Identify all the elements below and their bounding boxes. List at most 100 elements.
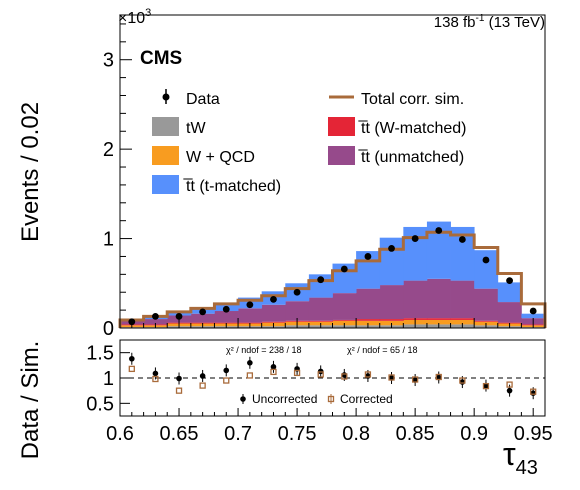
x-tick-label-4: 0.8 (342, 423, 370, 445)
chi2-uncorrected: χ² / ndof = 238 / 18 (226, 345, 302, 355)
ratio-y-ticks: 0.5 1 1.5 (86, 343, 130, 415)
ratio-corrected-point-3 (199, 382, 206, 389)
data-point-8 (317, 276, 325, 284)
bar-tt-unmatched-6 (261, 304, 286, 322)
legend-w-qcd: W + QCD (152, 146, 255, 166)
x-tick-label-1: 0.65 (160, 423, 199, 445)
x-tick-label-7: 0.95 (514, 423, 553, 445)
data-point-14 (458, 236, 466, 243)
main-ytick-label-3: 3 (103, 50, 114, 72)
x-tick-label-0: 0.6 (106, 423, 134, 445)
bar-tt-t-matched-17 (521, 313, 546, 319)
ratio-panel: 0.5 1 1.5 0.6 0.65 0.7 0.75 0.8 0.85 0.9 0.95 χ² … (17, 339, 553, 479)
ratio-corrected-point-12 (411, 376, 419, 383)
svg-text:Uncorrected: Uncorrected (252, 392, 317, 406)
bar-tt-t-matched-15 (474, 250, 499, 289)
svg-text:Corrected: Corrected (340, 392, 393, 406)
svg-text:t̅t (t-matched): t̅t (t-matched) (183, 178, 281, 195)
ratio-corrected-point-10 (364, 371, 372, 378)
ratio-ytick-label-1: 1 (103, 368, 114, 390)
ratio-corrected-point-17 (530, 388, 537, 395)
bar-tt-w-matched-13 (426, 318, 451, 320)
svg-text:Data: Data (186, 91, 220, 108)
exponent-label: ×103 (118, 7, 151, 27)
bar-tt-w-matched-11 (379, 319, 404, 321)
main-y-ticks: 0 1 2 3 (103, 23, 132, 340)
data-point-7 (293, 288, 301, 296)
ratio-legend-uncorrected: Uncorrected (240, 392, 317, 406)
ratio-corrected-point-9 (341, 373, 348, 380)
bar-tt-w-matched-9 (332, 319, 357, 321)
bar-tt-unmatched-9 (332, 293, 357, 320)
bar-tt-t-matched-12 (403, 226, 428, 281)
chi2-corrected: χ² / ndof = 65 / 18 (347, 345, 418, 355)
bar-tt-unmatched-7 (285, 301, 310, 321)
data-point-11 (388, 245, 395, 252)
bar-tt-w-matched-10 (356, 319, 381, 321)
legend-tt-w-matched: t̅t (W-matched) (328, 117, 467, 137)
ratio-ytick-label-0: 0.5 (86, 393, 114, 415)
bar-tt-unmatched-8 (308, 297, 333, 321)
ratio-uncorrected-point-3 (199, 373, 206, 379)
bar-tt-w-matched-14 (450, 318, 475, 320)
x-tick-label-2: 0.7 (224, 423, 252, 445)
bar-tt-unmatched-11 (379, 285, 404, 320)
svg-text:t̅t (W-matched): t̅t (W-matched) (358, 120, 466, 137)
ratio-corrected-point-7 (293, 369, 301, 377)
ratio-uncorrected-point-0 (129, 355, 135, 362)
bar-tt-w-matched-8 (308, 320, 333, 322)
bar-tt-unmatched-15 (474, 288, 499, 321)
x-tick-label-6: 0.9 (460, 423, 488, 445)
ratio-uncorrected-point-6 (270, 364, 277, 370)
ratio-corrected-point-5 (246, 372, 254, 379)
data-point-16 (506, 277, 513, 284)
ratio-corrected-point-6 (270, 368, 277, 376)
ratio-corrected-point-11 (388, 374, 395, 381)
legend-tw: tW (152, 117, 206, 137)
svg-text:t̅t (unmatched): t̅t (unmatched) (358, 149, 464, 166)
bar-tt-unmatched-10 (356, 288, 381, 320)
ratio-uncorrected-point-2 (176, 375, 182, 382)
x-tick-label-3: 0.75 (278, 423, 317, 445)
bar-tt-t-matched-16 (497, 282, 522, 303)
ratio-y-axis-label: Data / Sim. (17, 341, 44, 460)
svg-text:tW: tW (186, 120, 206, 137)
data-point-13 (435, 227, 443, 234)
data-point-10 (364, 253, 372, 260)
main-x-ticks (119, 318, 534, 328)
ratio-uncorrected-point-1 (152, 370, 159, 377)
svg-text:W + QCD: W + QCD (186, 149, 255, 166)
ratio-corrected-point-4 (223, 377, 230, 384)
data-point-6 (270, 295, 277, 303)
ratio-ytick-label-2: 1.5 (86, 343, 114, 365)
cms-label: CMS (140, 48, 182, 69)
bar-tt-unmatched-12 (403, 280, 428, 319)
total-corr-sim-line (118, 230, 547, 328)
main-panel: 0 1 2 3 ×103 138 fb-1 (13 TeV) CMS Events /… (17, 7, 547, 340)
ratio-uncorrected-point-5 (247, 360, 253, 366)
main-ytick-label-0: 0 (103, 318, 114, 340)
main-ytick-label-1: 1 (103, 229, 114, 251)
ratio-points (128, 352, 537, 400)
legend-data: Data (162, 89, 220, 108)
ratio-corrected-point-13 (435, 373, 442, 381)
ratio-legend-corrected: Corrected (327, 392, 393, 406)
bar-tt-unmatched-3 (190, 313, 215, 323)
bar-tt-unmatched-1 (143, 319, 168, 325)
data-point-5 (246, 301, 254, 309)
bar-tt-unmatched-4 (214, 311, 239, 323)
data-point-17 (529, 307, 537, 315)
bar-w-qcd-13 (426, 319, 451, 325)
lumi-label: 138 fb-1 (13 TeV) (434, 13, 545, 31)
ratio-uncorrected-point-16 (506, 387, 513, 394)
ratio-uncorrected-point-4 (223, 367, 230, 374)
bar-w-qcd-14 (450, 319, 475, 325)
data-point-2 (175, 312, 183, 320)
bar-tt-unmatched-13 (426, 278, 451, 319)
bar-tt-unmatched-14 (450, 280, 475, 319)
x-tick-label-5: 0.85 (396, 423, 435, 445)
data-points (128, 227, 537, 326)
legend-tt-unmatched: t̅t (unmatched) (328, 146, 464, 166)
bar-tt-unmatched-16 (497, 302, 522, 323)
ratio-corrected-point-15 (482, 382, 490, 390)
